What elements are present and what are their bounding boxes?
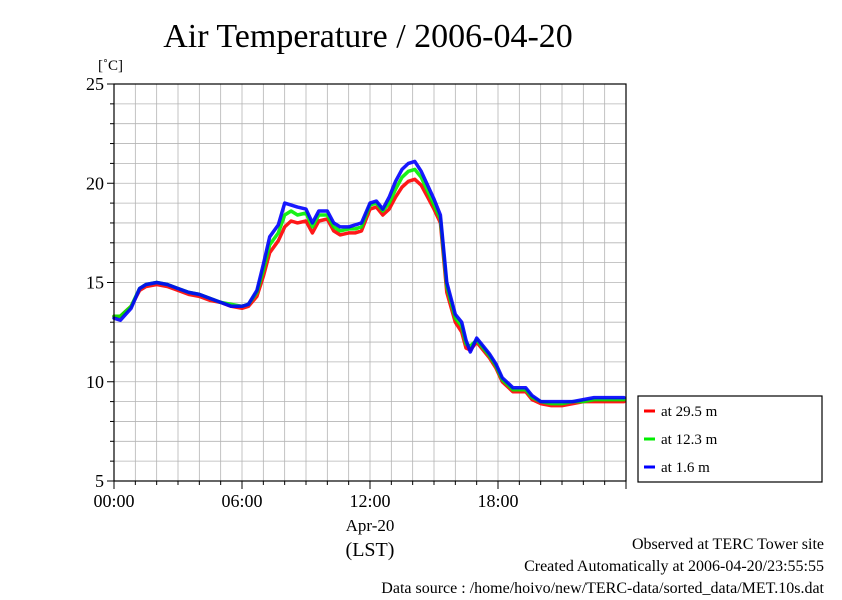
footer-site: Observed at TERC Tower site [631, 536, 824, 553]
y-tick-label: 15 [86, 273, 104, 293]
grid-lines [114, 84, 626, 481]
axis-ticks [107, 83, 627, 489]
y-tick-label: 5 [95, 471, 104, 491]
x-axis-date-label: Apr-20 [346, 516, 395, 535]
y-tick-label: 25 [86, 74, 104, 94]
plot-frame [113, 83, 627, 482]
y-tick-label: 20 [86, 173, 104, 193]
chart-title: Air Temperature / 2006-04-20 [163, 18, 573, 55]
x-tick-label: 00:00 [93, 491, 134, 511]
x-tick-label: 12:00 [349, 491, 390, 511]
x-tick-label: 18:00 [477, 491, 518, 511]
footer-created: Created Automatically at 2006-04-20/23:5… [524, 558, 824, 575]
y-tick-label: 10 [86, 372, 104, 392]
footer-source: Data source : /home/hoivo/new/TERC-data/… [381, 580, 824, 597]
y-axis-unit: [˚C] [98, 58, 123, 74]
legend-label: at 1.6 m [661, 460, 710, 476]
legend-box [637, 395, 823, 483]
x-axis-timezone-label: (LST) [346, 539, 395, 561]
legend: at 29.5 m at 12.3 m at 1.6 m [637, 395, 823, 483]
legend-label: at 29.5 m [661, 404, 718, 420]
legend-label: at 12.3 m [661, 432, 718, 448]
y-tick-labels: 25 20 15 10 5 [86, 74, 104, 491]
x-tick-labels: 00:00 06:00 12:00 18:00 [93, 491, 518, 511]
series-lines [112, 159, 626, 408]
x-tick-label: 06:00 [221, 491, 262, 511]
series-line-3 [112, 159, 626, 404]
